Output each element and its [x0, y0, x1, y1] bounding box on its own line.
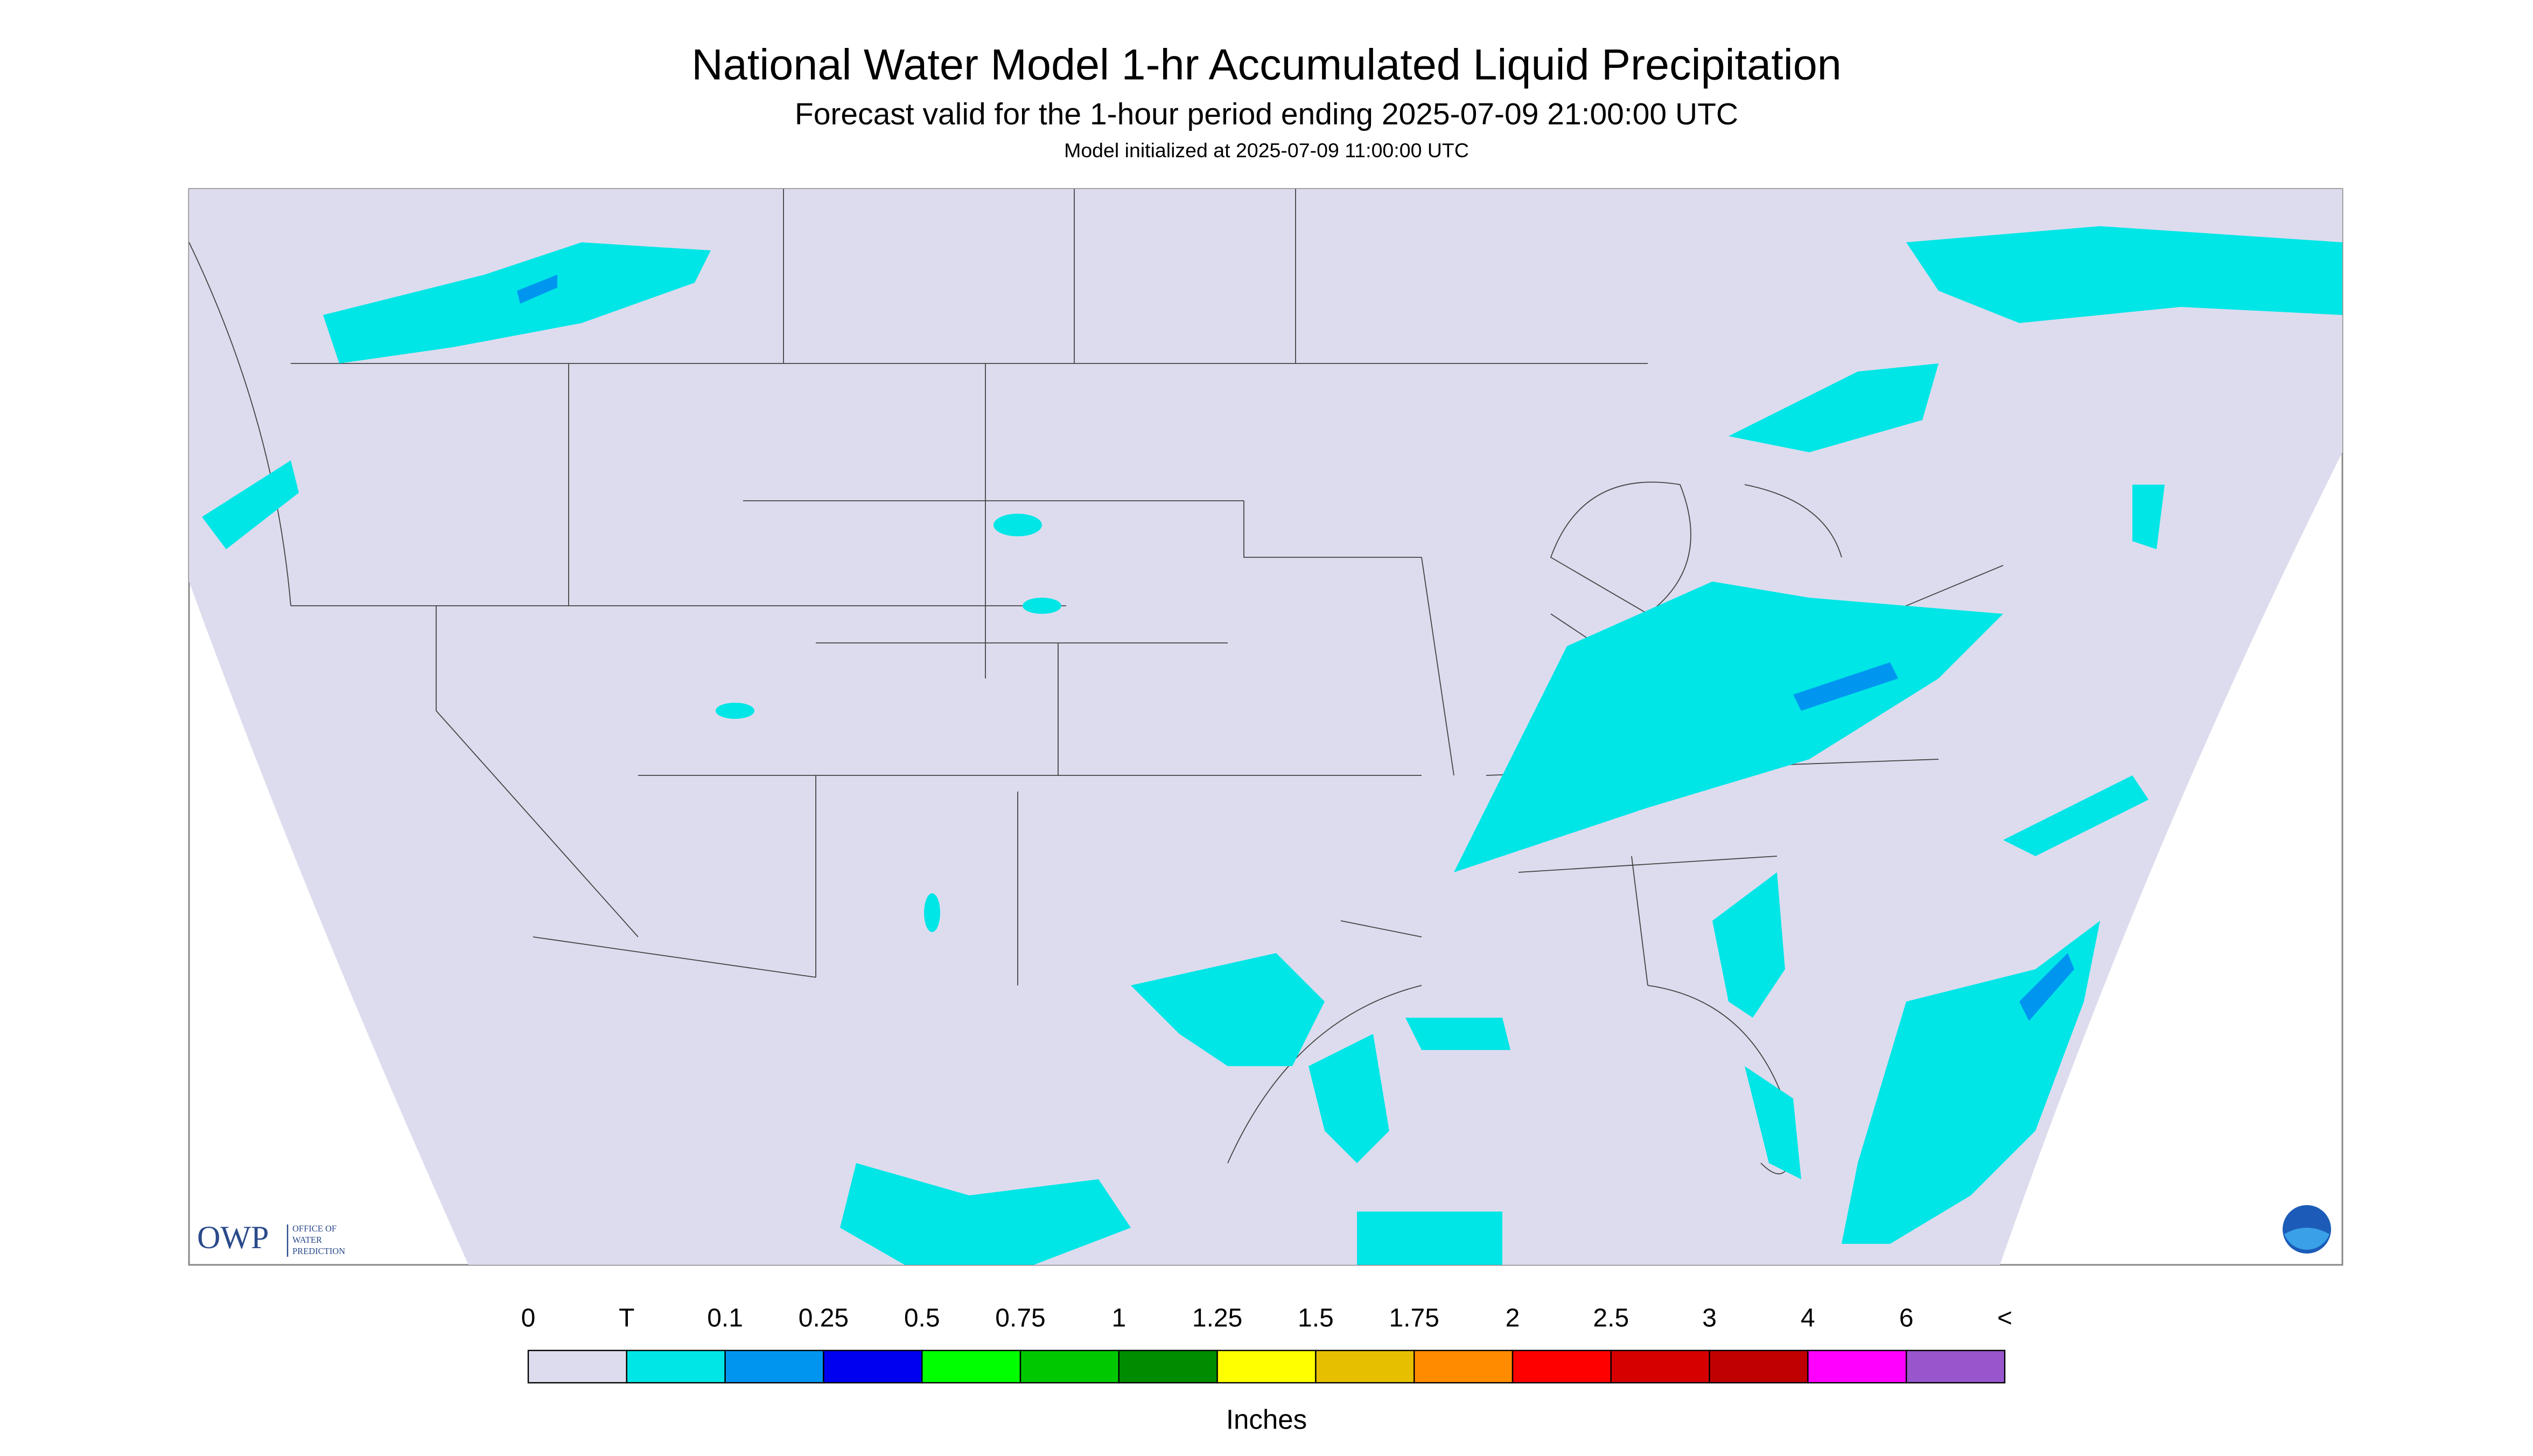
legend-label: 0.1: [707, 1304, 743, 1333]
legend-label: 1.75: [1389, 1304, 1439, 1333]
legend-swatch: [1610, 1349, 1710, 1384]
legend-label: 0.25: [799, 1304, 849, 1333]
init-note: Model initialized at 2025-07-09 11:00:00…: [1064, 139, 1469, 162]
legend-label: 0: [521, 1304, 536, 1333]
legend-label: T: [619, 1304, 634, 1333]
precip: [202, 226, 2342, 1265]
legend-swatch: [1118, 1349, 1218, 1384]
legend-label: 6: [1899, 1304, 1914, 1333]
legend-swatch: [1019, 1349, 1120, 1384]
legend-label: 0.5: [904, 1304, 940, 1333]
legend-label: 3: [1702, 1304, 1717, 1333]
legend-label: 1.25: [1192, 1304, 1242, 1333]
legend-swatch: [1216, 1349, 1317, 1384]
legend-swatch: [1315, 1349, 1415, 1384]
legend: 0 T 0.1 0.25 0.5 0.75 1 1.25 1.5 1.75 2 2.5 3 4 6 <: [521, 1304, 2012, 1384]
legend-label: 1: [1111, 1304, 1126, 1333]
subtitle: Forecast valid for the 1-hour period end…: [795, 97, 1738, 131]
logo-line: PREDICTION: [292, 1246, 345, 1256]
legend-swatch: [1709, 1349, 1809, 1384]
legend-swatch: [626, 1349, 726, 1384]
logo-acronym: OWP: [197, 1220, 269, 1255]
legend-unit: Inches: [1226, 1404, 1307, 1434]
legend-label: 0.75: [995, 1304, 1045, 1333]
legend-swatch: [1512, 1349, 1612, 1384]
legend-swatch: [724, 1349, 824, 1384]
legend-label: 4: [1801, 1304, 1815, 1333]
logo-line: OFFICE OF: [292, 1223, 337, 1234]
legend-swatch: [823, 1349, 923, 1384]
legend-swatch: [1414, 1349, 1514, 1384]
legend-swatch: [921, 1349, 1021, 1384]
legend-label: <: [1997, 1304, 2012, 1333]
legend-label: 2: [1506, 1304, 1520, 1333]
legend-swatch: [527, 1349, 628, 1384]
map: OWP OFFICE OF WATER PREDICTION: [188, 188, 2343, 1266]
legend-swatch: [1905, 1349, 2006, 1384]
title: National Water Model 1-hr Accumulated Li…: [691, 40, 1842, 89]
logo-line: WATER: [292, 1235, 322, 1245]
legend-label: 1.5: [1298, 1304, 1334, 1333]
legend-label: 2.5: [1593, 1304, 1629, 1333]
legend-swatch: [1807, 1349, 1907, 1384]
